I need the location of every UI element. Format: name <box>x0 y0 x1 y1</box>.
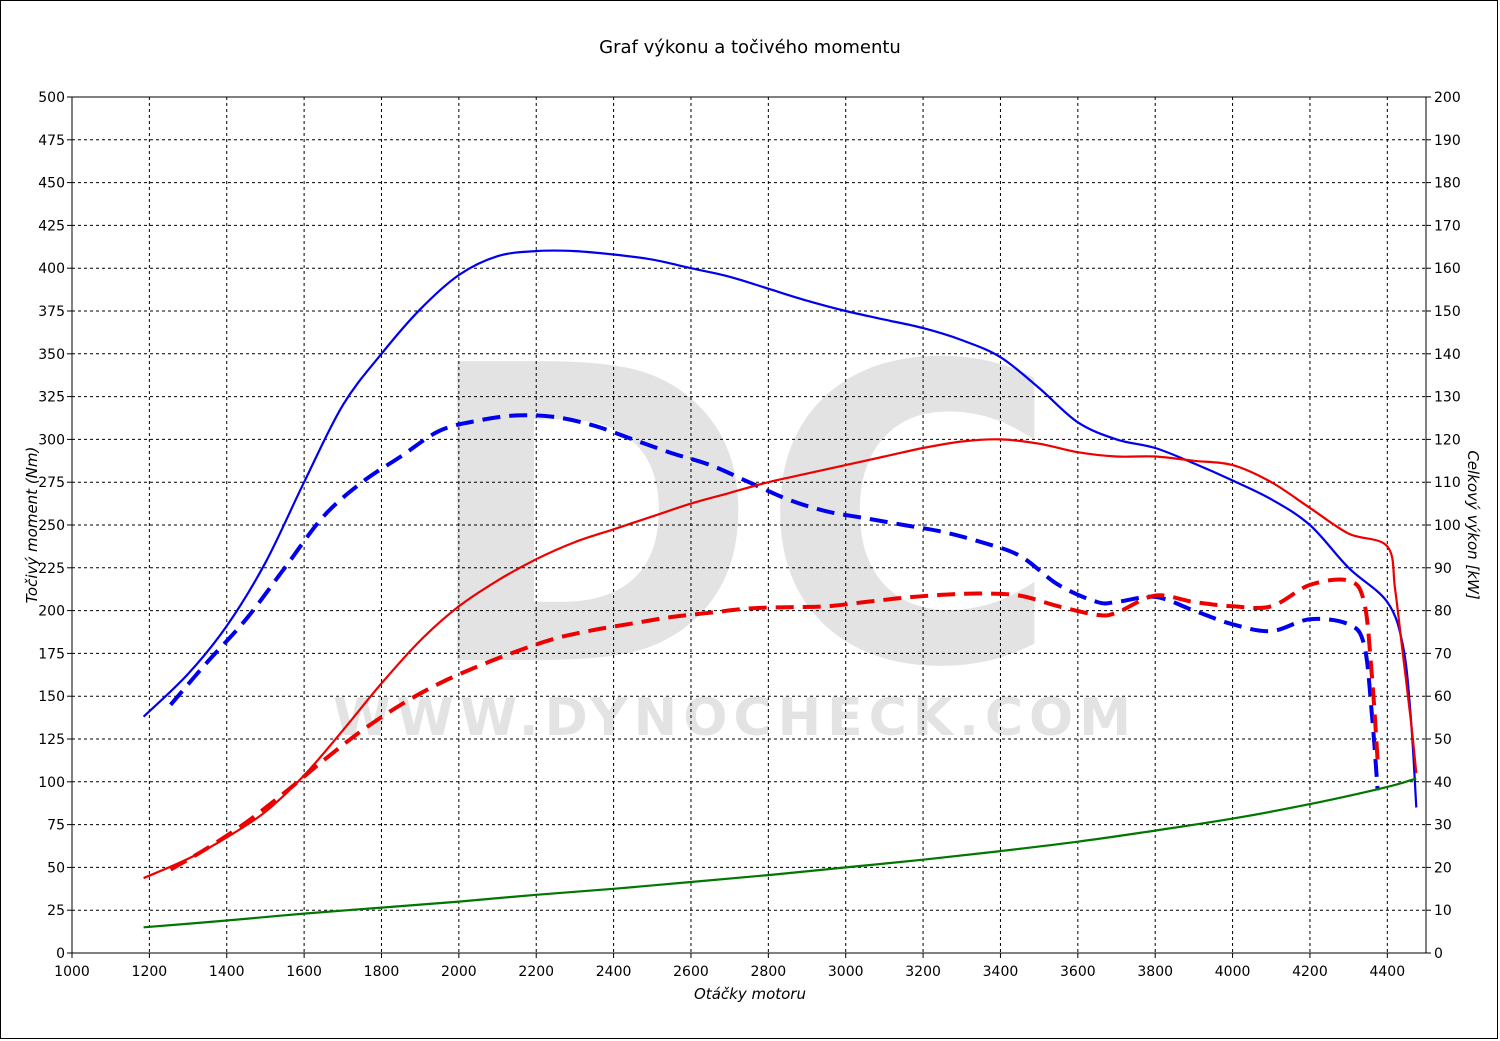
y-right-tick-label: 70 <box>1434 646 1452 662</box>
y-left-tick-label: 450 <box>38 176 65 192</box>
x-tick-label: 1400 <box>209 964 245 980</box>
y-left-tick-label: 0 <box>56 946 65 962</box>
y-right-tick-label: 0 <box>1434 946 1443 962</box>
y-left-tick-label: 275 <box>38 475 65 491</box>
y-left-tick-label: 225 <box>38 561 65 577</box>
y-right-tick-label: 190 <box>1434 133 1461 149</box>
x-tick-label: 2800 <box>751 964 787 980</box>
y-right-tick-label: 160 <box>1434 261 1461 277</box>
series-line-3 <box>169 577 1380 872</box>
y-left-tick-label: 150 <box>38 689 65 705</box>
x-tick-label: 3800 <box>1137 964 1173 980</box>
chart-title: Graf výkonu a točivého momentu <box>599 37 901 58</box>
y-right-tick-label: 40 <box>1434 775 1452 791</box>
y-right-tick-label: 150 <box>1434 304 1461 320</box>
x-tick-label: 3600 <box>1060 964 1096 980</box>
y-left-tick-label: 425 <box>38 218 65 234</box>
y-right-tick-label: 170 <box>1434 218 1461 234</box>
x-tick-label: 4200 <box>1292 964 1328 980</box>
left-axis-label: Točivý moment (Nm) <box>23 447 41 604</box>
grid <box>72 97 1426 953</box>
x-tick-label: 1600 <box>286 964 322 980</box>
y-left-tick-label: 400 <box>38 261 65 277</box>
x-tick-label: 1800 <box>364 964 400 980</box>
watermark-letters: DC <box>419 279 1060 757</box>
y-right-tick-label: 20 <box>1434 860 1452 876</box>
y-right-tick-label: 130 <box>1434 390 1461 406</box>
y-left-tick-label: 350 <box>38 347 65 363</box>
y-left-tick-label: 250 <box>38 518 65 534</box>
y-right-tick-label: 10 <box>1434 903 1452 919</box>
y-left-tick-label: 75 <box>47 818 65 834</box>
series-line-4 <box>143 777 1417 929</box>
y-left-tick-label: 25 <box>47 903 65 919</box>
x-tick-label: 4400 <box>1369 964 1405 980</box>
y-left-tick-label: 100 <box>38 775 65 791</box>
x-axis-label: Otáčky motoru <box>694 985 806 1003</box>
y-right-tick-label: 200 <box>1434 90 1461 106</box>
series-line-2 <box>143 438 1418 880</box>
y-left-tick-label: 175 <box>38 646 65 662</box>
y-right-tick-label: 180 <box>1434 176 1461 192</box>
watermark-url: WWW.DYNOCHECK.COM <box>333 688 1137 748</box>
right-axis-ticks: 0 10 20 30 40 50 60 70 80 90 100 110 120 130 140 150 160… <box>1426 90 1461 962</box>
x-tick-label: 3400 <box>983 964 1019 980</box>
x-tick-label: 2600 <box>673 964 709 980</box>
x-tick-label: 3200 <box>905 964 941 980</box>
y-right-tick-label: 60 <box>1434 689 1452 705</box>
y-right-tick-label: 110 <box>1434 475 1461 491</box>
y-right-tick-label: 120 <box>1434 432 1461 448</box>
y-right-tick-label: 30 <box>1434 818 1452 834</box>
watermark: DC WWW.DYNOCHECK.COM <box>333 279 1137 757</box>
x-tick-label: 1200 <box>132 964 168 980</box>
y-left-tick-label: 300 <box>38 432 65 448</box>
right-axis-label: Celkový výkon [kW] <box>1464 450 1482 600</box>
y-left-tick-label: 50 <box>47 860 65 876</box>
x-tick-label: 2400 <box>596 964 632 980</box>
y-right-tick-label: 80 <box>1434 604 1452 620</box>
x-tick-label: 3000 <box>828 964 864 980</box>
x-tick-label: 4000 <box>1215 964 1251 980</box>
x-tick-label: 2000 <box>441 964 477 980</box>
y-left-tick-label: 325 <box>38 390 65 406</box>
y-left-tick-label: 200 <box>38 604 65 620</box>
y-left-tick-label: 500 <box>38 90 65 106</box>
y-left-tick-label: 375 <box>38 304 65 320</box>
y-right-tick-label: 100 <box>1434 518 1461 534</box>
x-tick-label: 1000 <box>54 964 90 980</box>
x-axis-ticks: 1000 1200 1400 1600 1800 2000 2200 2400 2600 2800… <box>54 953 1405 980</box>
x-tick-label: 2200 <box>518 964 554 980</box>
series-group <box>142 249 1418 929</box>
series-line-1 <box>169 413 1380 791</box>
y-left-tick-label: 475 <box>38 133 65 149</box>
y-left-tick-label: 125 <box>38 732 65 748</box>
y-right-tick-label: 90 <box>1434 561 1452 577</box>
left-axis-ticks: 0 25 50 75 100 125 150 175 200 225 250 275 300 325 350… <box>38 90 72 962</box>
y-right-tick-label: 50 <box>1434 732 1452 748</box>
y-right-tick-label: 140 <box>1434 347 1461 363</box>
series-line-0 <box>142 249 1418 808</box>
